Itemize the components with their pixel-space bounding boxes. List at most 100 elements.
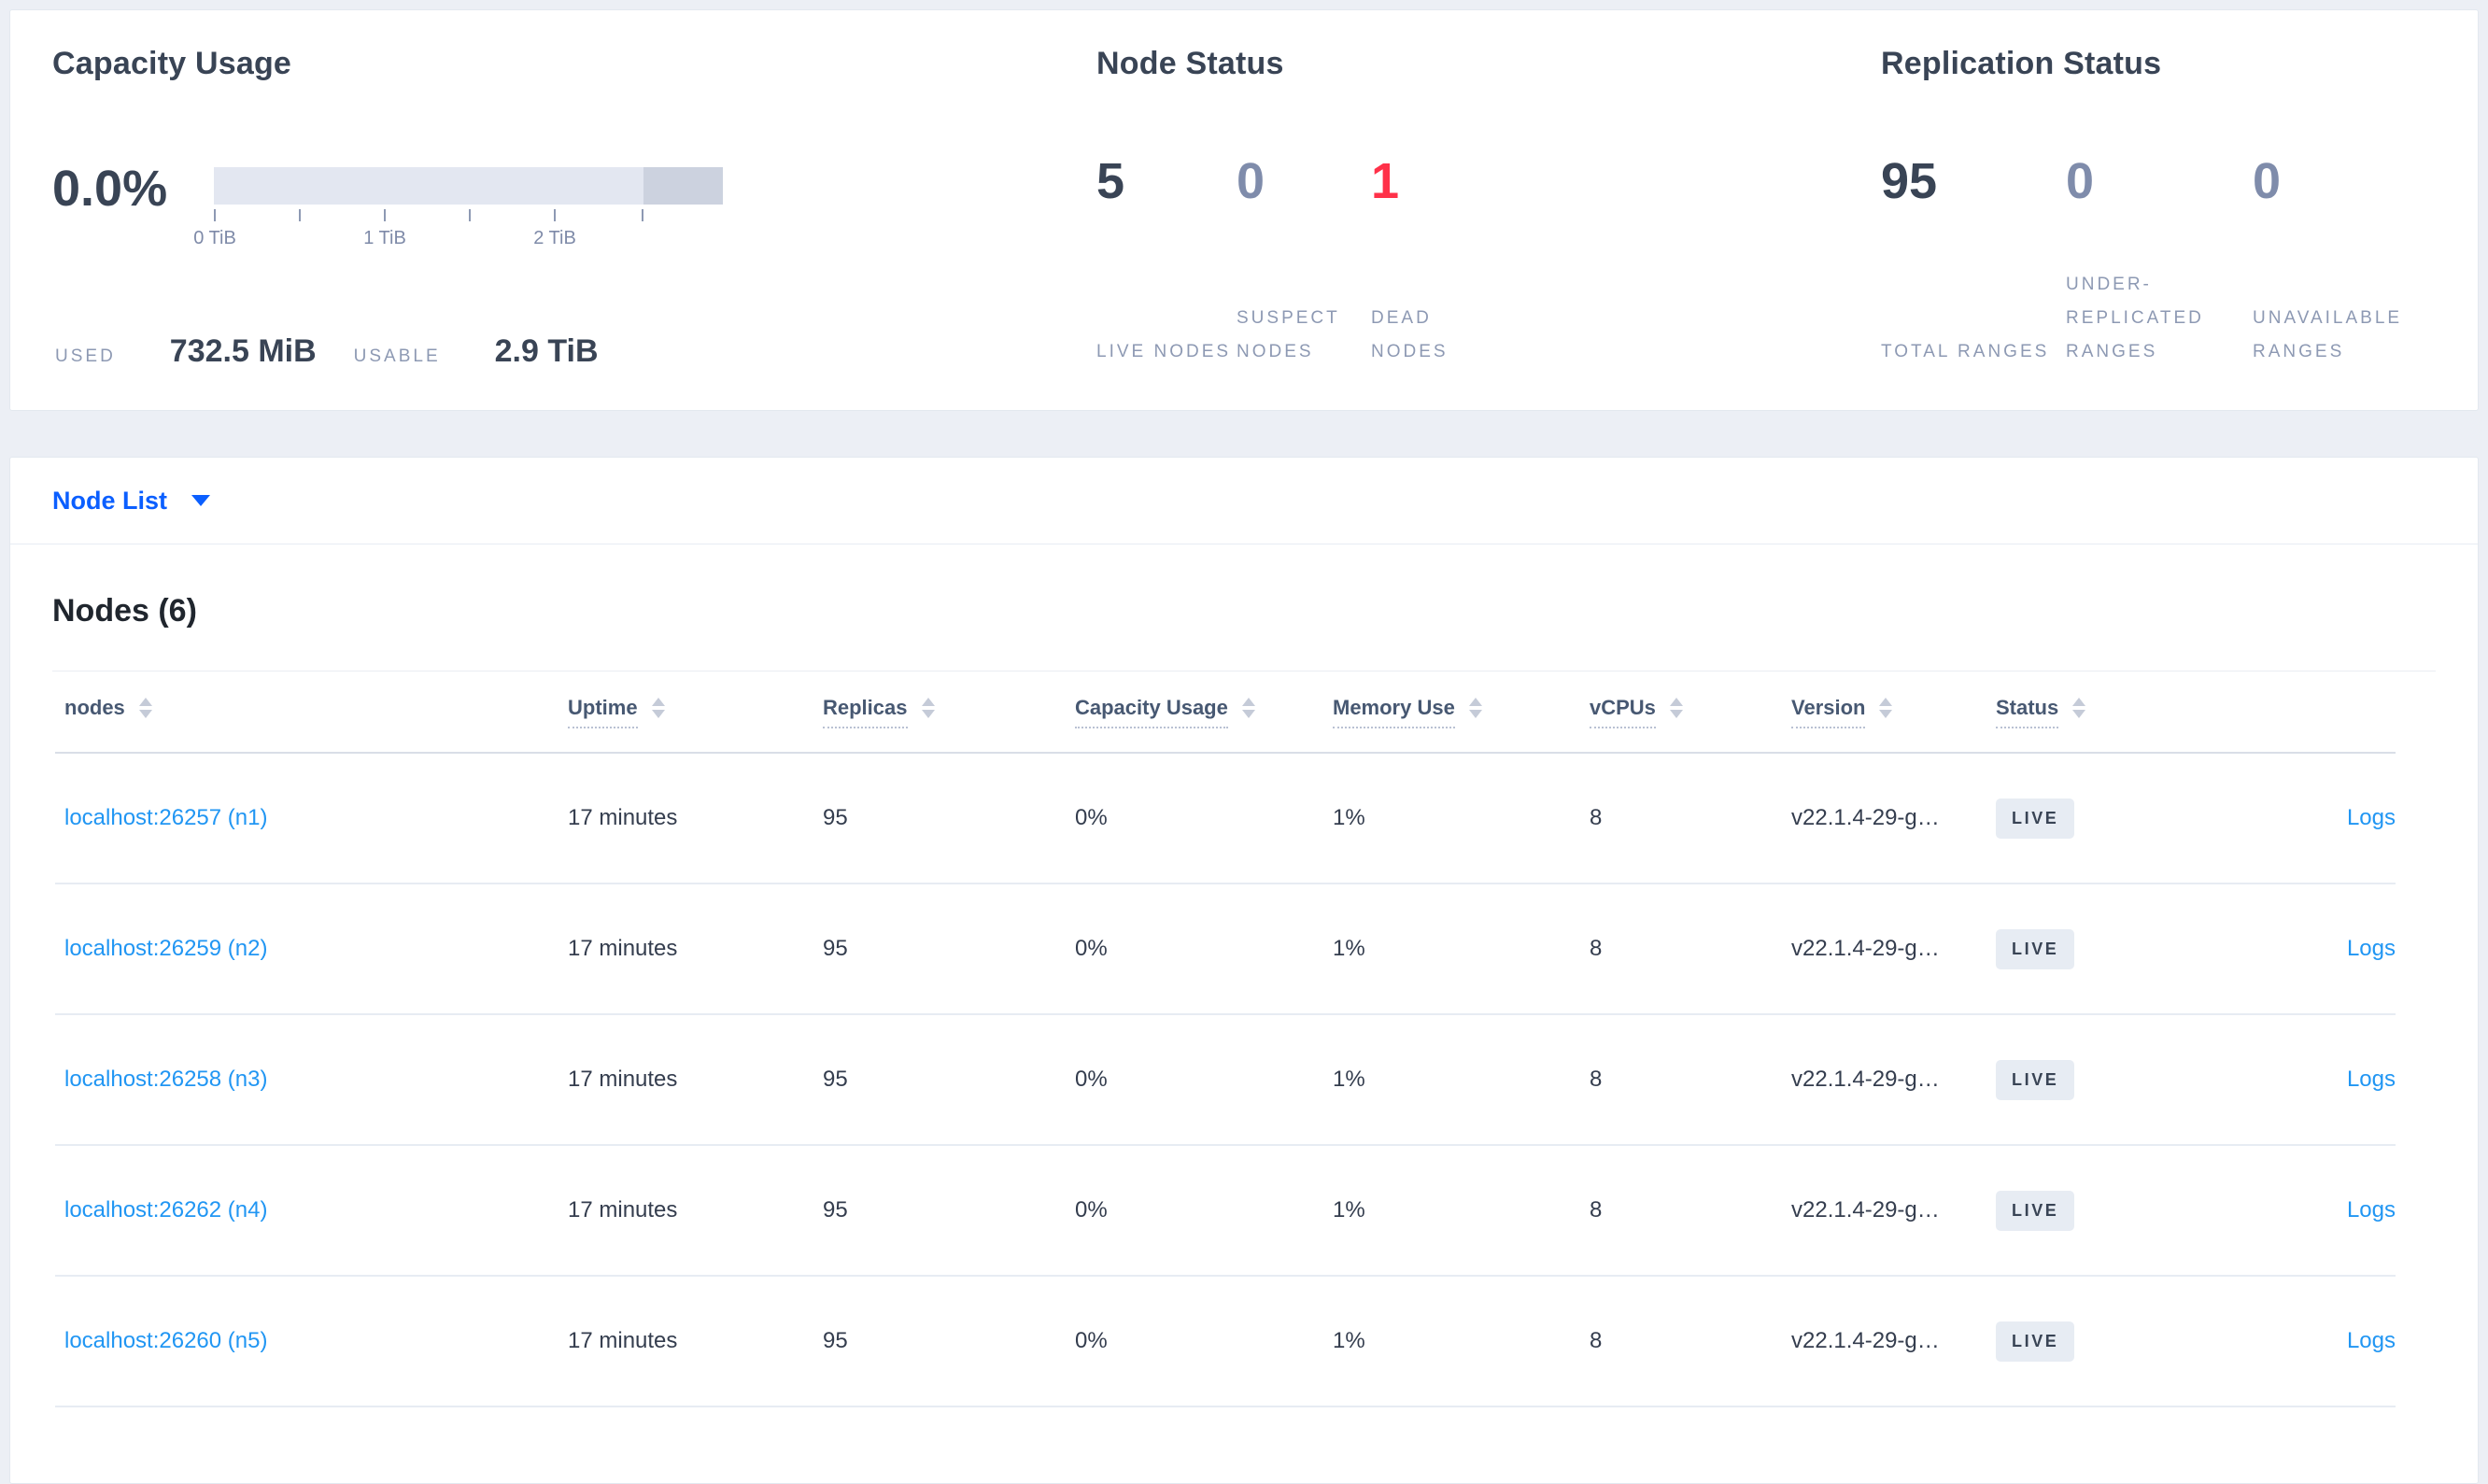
sort-icon — [921, 698, 935, 718]
used-label: USED — [55, 346, 116, 366]
live-nodes-label: LIVE NODES — [1096, 342, 1232, 361]
logs-link[interactable]: Logs — [2346, 1067, 2396, 1092]
capacity-percent-value: 0.0% — [52, 161, 168, 217]
vcpus-cell: 8 — [1590, 805, 1603, 830]
memory-use-cell: 1% — [1333, 1067, 1365, 1092]
column-header-vcpus-label: vCPUs — [1590, 696, 1656, 728]
capacity-bar-reserved-segment — [643, 167, 723, 205]
total-ranges-label: TOTAL RANGES — [1881, 342, 2050, 361]
version-cell: v22.1.4-29-g… — [1791, 805, 1940, 830]
tick-mark — [299, 209, 301, 221]
version-cell: v22.1.4-29-g… — [1791, 1067, 1940, 1092]
logs-link[interactable]: Logs — [2346, 805, 2396, 830]
uptime-cell: 17 minutes — [568, 1197, 678, 1223]
capacity-bar — [214, 167, 723, 205]
column-header-nodes-label: nodes — [64, 695, 125, 719]
status-badge: LIVE — [1996, 798, 2075, 839]
total-ranges-value: 95 — [1881, 153, 1938, 209]
logs-link[interactable]: Logs — [2346, 1328, 2396, 1353]
replicas-cell: 95 — [823, 936, 848, 961]
column-header-memory-use[interactable]: Memory Use — [1333, 696, 1590, 728]
replication-status-title: Replication Status — [1881, 46, 2162, 81]
suspect-nodes-metric: 0 SUSPECT NODES — [1237, 156, 1371, 369]
capacity-usage-cell: 0% — [1075, 936, 1108, 961]
node-link[interactable]: localhost:26259 (n2) — [64, 936, 268, 961]
capacity-usage-cell: 0% — [1075, 805, 1108, 830]
memory-use-cell: 1% — [1333, 1197, 1365, 1223]
column-header-replicas-label: Replicas — [823, 696, 908, 728]
dead-nodes-label: DEAD NODES — [1371, 308, 1449, 361]
nodes-count-heading: Nodes (6) — [52, 593, 197, 629]
capacity-usage-cell: 0% — [1075, 1067, 1108, 1092]
node-status-section: Node Status 5 LIVE NODES 0 SUSPECT NODES… — [1096, 46, 1446, 361]
uptime-cell: 17 minutes — [568, 936, 678, 961]
node-link[interactable]: localhost:26260 (n5) — [64, 1328, 268, 1353]
column-header-vcpus[interactable]: vCPUs — [1590, 696, 1791, 728]
table-row: localhost:26257 (n1) 17 minutes 95 0% 1%… — [55, 754, 2396, 884]
uptime-cell: 17 minutes — [568, 1328, 678, 1353]
table-row: localhost:26262 (n4) 17 minutes 95 0% 1%… — [55, 1146, 2396, 1277]
replicas-cell: 95 — [823, 1067, 848, 1092]
under-replicated-ranges-value: 0 — [2066, 153, 2095, 209]
node-link[interactable]: localhost:26257 (n1) — [64, 805, 268, 830]
column-header-capacity-usage[interactable]: Capacity Usage — [1075, 696, 1333, 728]
column-header-version-label: Version — [1791, 696, 1866, 728]
sort-icon — [1241, 698, 1255, 718]
tick-mark — [214, 209, 216, 221]
vcpus-cell: 8 — [1590, 1067, 1603, 1092]
logs-link[interactable]: Logs — [2346, 1197, 2396, 1223]
column-header-capacity-usage-label: Capacity Usage — [1075, 696, 1228, 728]
capacity-usage-cell: 0% — [1075, 1328, 1108, 1353]
replicas-cell: 95 — [823, 1328, 848, 1353]
live-nodes-value: 5 — [1096, 153, 1125, 209]
column-header-replicas[interactable]: Replicas — [823, 696, 1075, 728]
uptime-cell: 17 minutes — [568, 1067, 678, 1092]
vcpus-cell: 8 — [1590, 1197, 1603, 1223]
unavailable-ranges-value: 0 — [2253, 153, 2282, 209]
capacity-bar-chart: 0 TiB 1 TiB 2 TiB — [193, 167, 723, 252]
dead-nodes-value: 1 — [1371, 153, 1400, 209]
sort-icon — [651, 698, 665, 718]
table-row: localhost:26260 (n5) 17 minutes 95 0% 1%… — [55, 1277, 2396, 1407]
column-header-status[interactable]: Status — [1996, 696, 2198, 728]
node-list-dropdown[interactable]: Node List — [52, 487, 211, 516]
status-badge: LIVE — [1996, 1190, 2075, 1231]
replication-status-section: Replication Status 95 TOTAL RANGES 0 UND… — [1881, 46, 2399, 361]
sort-icon — [1669, 698, 1683, 718]
tick-mark — [642, 209, 643, 221]
tick-mark — [384, 209, 386, 221]
tick-mark — [469, 209, 471, 221]
sort-icon — [2072, 698, 2086, 718]
logs-link[interactable]: Logs — [2346, 936, 2396, 961]
capacity-used-usable-row: USED 732.5 MiB USABLE 2.9 TiB — [55, 333, 599, 370]
column-header-version[interactable]: Version — [1791, 696, 1996, 728]
vcpus-cell: 8 — [1590, 1328, 1603, 1353]
sort-icon — [138, 698, 152, 718]
table-row: localhost:26258 (n3) 17 minutes 95 0% 1%… — [55, 1015, 2396, 1146]
node-link[interactable]: localhost:26262 (n4) — [64, 1197, 268, 1223]
tick-label-2tib: 2 TiB — [533, 228, 576, 248]
cluster-overview-card: Capacity Usage 0.0% 0 TiB 1 TiB 2 TiB US… — [9, 9, 2479, 411]
usable-value: 2.9 TiB — [494, 333, 599, 369]
memory-use-cell: 1% — [1333, 805, 1365, 830]
memory-use-cell: 1% — [1333, 1328, 1365, 1353]
capacity-usage-title: Capacity Usage — [52, 46, 292, 81]
vcpus-cell: 8 — [1590, 936, 1603, 961]
capacity-usage-section: Capacity Usage 0.0% 0 TiB 1 TiB 2 TiB US… — [52, 46, 986, 382]
under-replicated-ranges-label: UNDER-REPLICATED RANGES — [2066, 275, 2204, 361]
capacity-axis-ticks — [214, 209, 723, 224]
node-link[interactable]: localhost:26258 (n3) — [64, 1067, 268, 1092]
under-replicated-ranges-metric: 0 UNDER-REPLICATED RANGES — [2066, 156, 2253, 369]
replication-metrics: 95 TOTAL RANGES 0 UNDER-REPLICATED RANGE… — [1881, 156, 2448, 369]
column-header-memory-use-label: Memory Use — [1333, 696, 1455, 728]
unavailable-ranges-label: UNAVAILABLE RANGES — [2253, 308, 2403, 361]
version-cell: v22.1.4-29-g… — [1791, 1328, 1940, 1353]
node-status-title: Node Status — [1096, 46, 1284, 81]
table-row: localhost:26259 (n2) 17 minutes 95 0% 1%… — [55, 884, 2396, 1015]
version-cell: v22.1.4-29-g… — [1791, 1197, 1940, 1223]
uptime-cell: 17 minutes — [568, 805, 678, 830]
replicas-cell: 95 — [823, 1197, 848, 1223]
column-header-uptime[interactable]: Uptime — [568, 696, 823, 728]
sort-icon — [1468, 698, 1482, 718]
column-header-nodes[interactable]: nodes — [55, 696, 568, 728]
